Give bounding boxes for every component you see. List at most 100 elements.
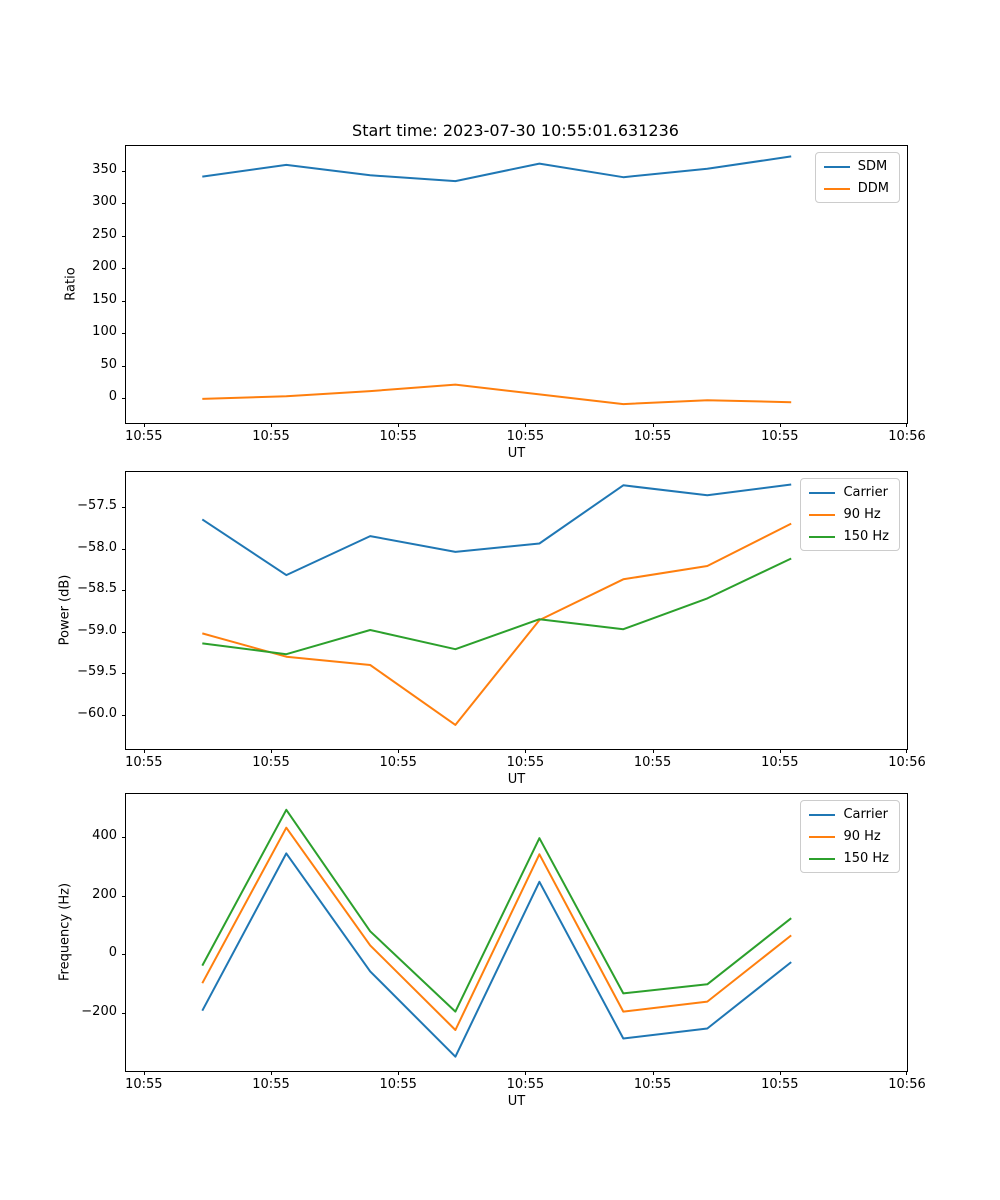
legend-line-sample	[809, 491, 836, 494]
x-tick-mark	[779, 749, 781, 753]
x-tick-label: 10:55	[506, 755, 545, 770]
legend-label: 90 Hz	[843, 829, 881, 844]
x-tick-mark	[525, 1071, 527, 1075]
y-tick-mark	[122, 398, 126, 400]
x-tick-mark	[906, 749, 907, 753]
x-tick-mark	[779, 1071, 781, 1075]
series-line-150-hz	[202, 557, 792, 656]
plot-power: Power (dB) UT 10:55 10:55 10:55 10:55 10:55 1…	[58, 471, 926, 787]
plot-ratio-legend: SDM DDM	[814, 152, 900, 203]
legend-entry: 90 Hz	[809, 829, 889, 844]
plot-power-legend: Carrier 90 Hz 150 Hz	[800, 478, 900, 551]
x-tick-mark	[652, 749, 654, 753]
x-tick-label: 10:55	[761, 1077, 799, 1092]
y-tick-label: 250	[92, 226, 117, 242]
x-tick-label: 10:55	[379, 429, 417, 444]
x-tick-label: 10:55	[125, 429, 163, 444]
x-tick-label: 10:55	[761, 429, 799, 444]
y-tick-mark	[122, 631, 126, 633]
y-tick-mark	[122, 300, 126, 302]
y-tick-label: 350	[92, 161, 117, 177]
plot-ratio-x-axis-label: UT	[507, 446, 526, 461]
x-tick-label: 10:55	[633, 429, 672, 444]
y-tick-label: −59.0	[77, 622, 117, 638]
x-tick-mark	[271, 423, 272, 427]
legend-line-sample	[809, 813, 836, 816]
x-tick-label: 10:55	[379, 755, 417, 770]
x-tick-mark	[652, 423, 654, 427]
series-line-90-hz	[202, 522, 792, 726]
series-line-ddm	[202, 383, 792, 406]
y-tick-label: −57.5	[77, 497, 117, 513]
y-tick-mark	[122, 235, 126, 237]
series-line-150-hz	[201, 808, 792, 1013]
y-tick-mark	[122, 714, 126, 716]
legend-entry: SDM	[823, 159, 889, 174]
y-tick-label: −200	[81, 1003, 117, 1019]
x-tick-mark	[143, 749, 145, 753]
legend-label: SDM	[857, 159, 888, 174]
legend-line-sample	[823, 187, 850, 190]
legend-line-sample	[823, 165, 850, 168]
legend-entry: 150 Hz	[809, 851, 889, 866]
y-tick-mark	[122, 837, 126, 839]
x-tick-mark	[143, 423, 145, 427]
legend-label: Carrier	[843, 485, 888, 500]
x-tick-mark	[779, 423, 781, 427]
y-tick-mark	[122, 590, 126, 592]
legend-label: Carrier	[843, 807, 888, 822]
y-tick-label: −58.0	[77, 539, 117, 555]
legend-label: 90 Hz	[843, 507, 881, 522]
legend-entry: Carrier	[809, 485, 889, 500]
legend-label: 150 Hz	[843, 851, 889, 866]
x-tick-mark	[271, 749, 272, 753]
x-tick-label: 10:56	[888, 429, 926, 444]
y-tick-mark	[122, 548, 126, 550]
y-tick-mark	[122, 506, 126, 508]
y-tick-label: 0	[108, 945, 117, 961]
plot-power-lines	[201, 483, 792, 726]
x-tick-label: 10:55	[379, 1077, 417, 1092]
y-tick-label: 50	[100, 356, 117, 372]
y-tick-label: −60.0	[77, 705, 117, 721]
x-tick-mark	[525, 423, 527, 427]
y-tick-label: 200	[92, 886, 117, 902]
y-tick-mark	[122, 333, 126, 335]
series-line-carrier	[201, 483, 792, 577]
plot-power-x-axis-label: UT	[507, 772, 526, 787]
series-line-carrier	[201, 852, 792, 1058]
x-tick-mark	[652, 1071, 654, 1075]
x-tick-mark	[398, 423, 400, 427]
plot-frequency-lines	[201, 808, 792, 1058]
y-tick-label: 300	[92, 194, 117, 210]
x-tick-mark	[271, 1071, 272, 1075]
y-tick-mark	[122, 268, 126, 270]
x-tick-label: 10:55	[125, 755, 163, 770]
x-tick-label: 10:55	[506, 429, 545, 444]
x-tick-label: 10:55	[633, 1077, 672, 1092]
legend-label: DDM	[857, 181, 889, 196]
y-tick-mark	[122, 170, 126, 172]
legend-line-sample	[809, 835, 836, 838]
x-tick-mark	[398, 749, 400, 753]
y-tick-label: 100	[92, 324, 117, 340]
plot-frequency: Frequency (Hz) UT 10:55 10:55 10:55 10:55 10…	[58, 793, 926, 1109]
x-tick-mark	[906, 1071, 907, 1075]
plot-ratio: Ratio UT 10:55 10:55 10:55 10:55 10:55 10:55 1…	[64, 145, 926, 461]
y-tick-mark	[122, 203, 126, 205]
x-tick-mark	[906, 423, 907, 427]
y-tick-mark	[122, 1012, 126, 1014]
x-tick-mark	[398, 1071, 400, 1075]
y-tick-mark	[122, 365, 126, 367]
x-tick-label: 10:55	[633, 755, 672, 770]
y-tick-label: −58.5	[77, 581, 117, 597]
legend-entry: DDM	[823, 181, 889, 196]
x-tick-mark	[143, 1071, 145, 1075]
y-tick-label: 400	[92, 828, 117, 844]
x-tick-label: 10:55	[252, 429, 290, 444]
legend-label: 150 Hz	[843, 529, 889, 544]
y-tick-label: 0	[108, 389, 117, 405]
x-tick-label: 10:56	[888, 755, 926, 770]
series-line-sdm	[202, 155, 792, 183]
